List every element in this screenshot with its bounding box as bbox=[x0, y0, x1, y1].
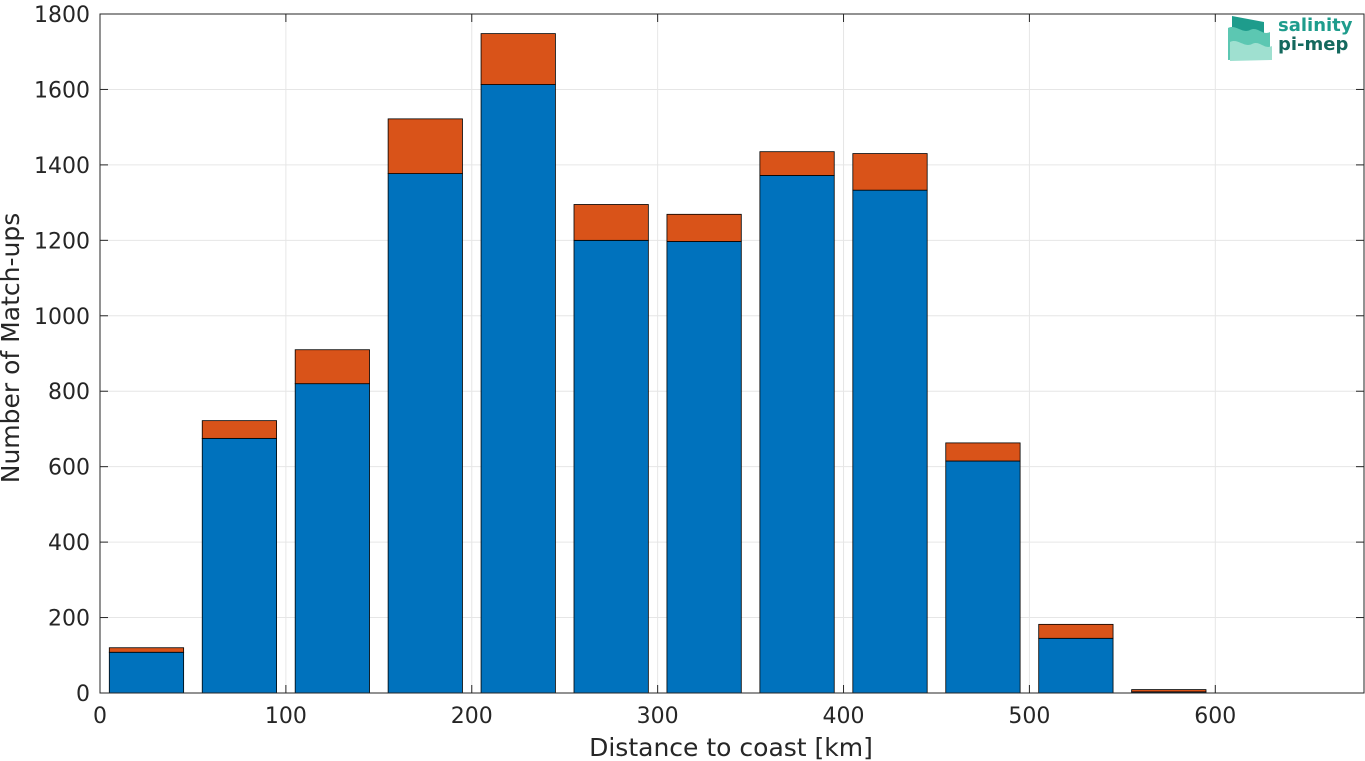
y-tick-label: 1800 bbox=[34, 3, 90, 28]
x-tick-label: 0 bbox=[93, 704, 107, 729]
y-tick-label: 1200 bbox=[34, 229, 90, 254]
bar-series-2 bbox=[1131, 689, 1207, 693]
y-tick-label: 600 bbox=[48, 456, 90, 481]
bar-series-1 bbox=[294, 383, 370, 694]
x-tick-label: 600 bbox=[1194, 704, 1236, 729]
bar-series-1 bbox=[573, 239, 649, 694]
x-axis-label: Distance to coast [km] bbox=[589, 733, 873, 761]
y-tick-label: 800 bbox=[48, 380, 90, 405]
y-tick-label: 1000 bbox=[34, 305, 90, 330]
x-tick-label: 200 bbox=[451, 704, 493, 729]
bar-series-2 bbox=[759, 151, 835, 176]
y-axis-label: Number of Match-ups bbox=[0, 213, 25, 483]
bars-layer bbox=[108, 33, 1207, 694]
bar-series-1 bbox=[852, 189, 928, 694]
salinity-pimep-logo: salinity pi-mep bbox=[1226, 14, 1361, 66]
bar-series-2 bbox=[1038, 623, 1114, 639]
bar-series-2 bbox=[108, 647, 185, 653]
bar-series-2 bbox=[201, 420, 277, 439]
bar-series-1 bbox=[759, 175, 835, 694]
bar-series-1 bbox=[108, 651, 185, 694]
bar-series-1 bbox=[1038, 637, 1114, 694]
y-tick-label: 1400 bbox=[34, 154, 90, 179]
bar-series-2 bbox=[666, 213, 742, 242]
x-tick-label: 100 bbox=[265, 704, 307, 729]
bar-series-2 bbox=[573, 204, 649, 241]
x-tick-label: 400 bbox=[823, 704, 865, 729]
x-tick-label: 500 bbox=[1008, 704, 1050, 729]
y-tick-label: 200 bbox=[48, 607, 90, 632]
y-tick-label: 1600 bbox=[34, 78, 90, 103]
bar-series-2 bbox=[387, 118, 463, 174]
bar-series-2 bbox=[294, 349, 370, 385]
axes-layer: 0 100 200 300 400 500 600 0 200 400 600 800 1000 1200… bbox=[34, 3, 1365, 729]
logo-line-2: pi-mep bbox=[1278, 34, 1349, 55]
axes-box bbox=[99, 13, 1365, 694]
logo-line-1: salinity bbox=[1278, 15, 1353, 36]
bar-series-1 bbox=[666, 241, 742, 694]
bar-series-1 bbox=[201, 437, 277, 694]
bar-series-1 bbox=[480, 84, 556, 694]
y-tick-label: 400 bbox=[48, 531, 90, 556]
y-tick-label: 0 bbox=[76, 682, 90, 707]
bar-series-2 bbox=[852, 153, 928, 191]
x-tick-label: 300 bbox=[637, 704, 679, 729]
wave-logo-icon bbox=[1228, 16, 1272, 61]
bar-series-2 bbox=[480, 33, 556, 85]
bar-series-2 bbox=[945, 442, 1021, 462]
bar-series-1 bbox=[387, 173, 463, 694]
bar-series-1 bbox=[945, 460, 1021, 694]
